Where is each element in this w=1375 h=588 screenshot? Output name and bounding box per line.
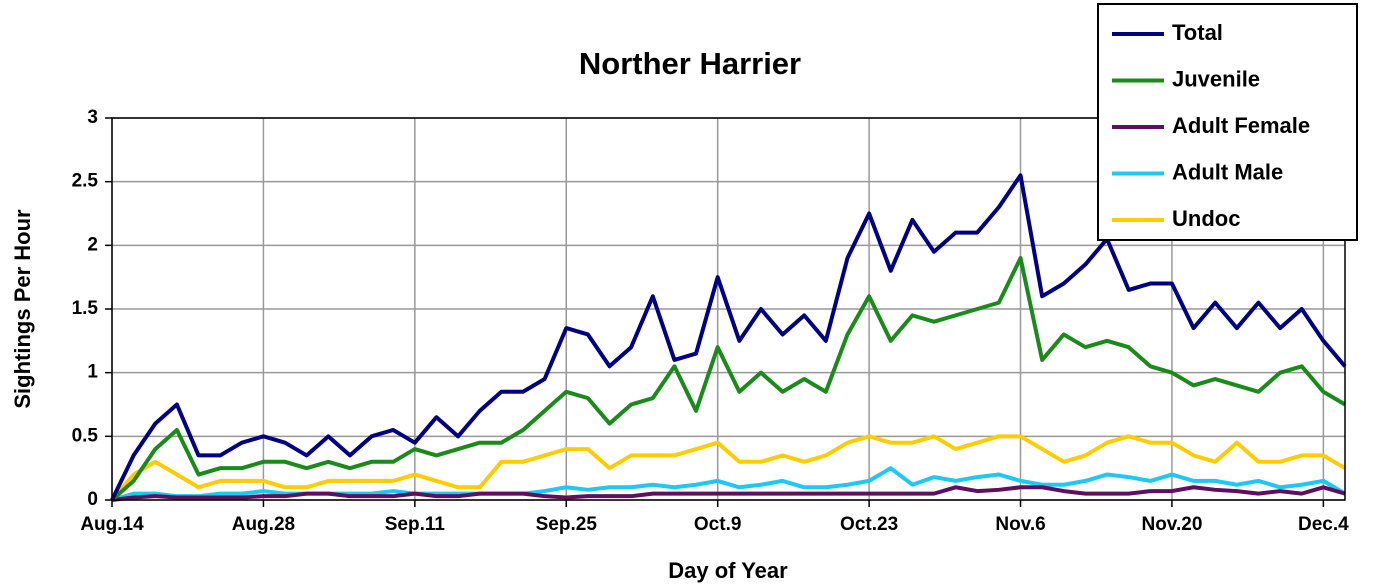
- x-tick-label: Nov.20: [1141, 514, 1202, 535]
- y-tick-label: 2: [87, 234, 98, 255]
- x-tick-label: Aug.14: [80, 514, 144, 535]
- x-tick-label: Oct.23: [840, 514, 898, 535]
- y-tick-label: 2.5: [72, 171, 99, 192]
- x-tick-label: Aug.28: [232, 514, 295, 535]
- series-line: [110, 434, 1347, 502]
- y-tick-label: 0: [87, 489, 98, 510]
- y-tick-label: 3: [87, 107, 98, 128]
- x-tick-label: Oct.9: [694, 514, 742, 535]
- plot-lines: [110, 173, 1347, 502]
- legend-label: Total: [1172, 20, 1223, 45]
- y-tick-label: 0.5: [72, 425, 99, 446]
- x-tick-label: Nov.6: [995, 514, 1045, 535]
- series-line: [110, 173, 1347, 501]
- y-axis-label: Sightings Per Hour: [10, 209, 35, 409]
- legend-label: Adult Male: [1172, 159, 1283, 184]
- legend-box: [1097, 3, 1358, 241]
- series-line: [110, 256, 1347, 502]
- y-tick-label: 1: [87, 362, 98, 383]
- axes: 0 0.5 1 1.5 2 2.5 3 Aug.14 Aug.28 Sep.11 Sep.25 Oct…: [72, 107, 1350, 535]
- legend-label: Adult Female: [1172, 113, 1310, 138]
- legend-label: Undoc: [1172, 206, 1240, 231]
- series-line: [111, 485, 1346, 502]
- x-tick-label: Sep.25: [536, 514, 598, 535]
- x-tick-label: Dec.4: [1298, 514, 1349, 535]
- chart-title: Norther Harrier: [579, 46, 801, 81]
- plot-frame: [111, 117, 1346, 501]
- x-tick-label: Sep.11: [385, 514, 446, 535]
- x-axis-label: Day of Year: [668, 558, 788, 583]
- y-tick-label: 1.5: [72, 298, 99, 319]
- legend-label: Juvenile: [1172, 66, 1260, 91]
- legend: Total Juvenile Adult Female Adult Male Undoc: [1097, 3, 1358, 241]
